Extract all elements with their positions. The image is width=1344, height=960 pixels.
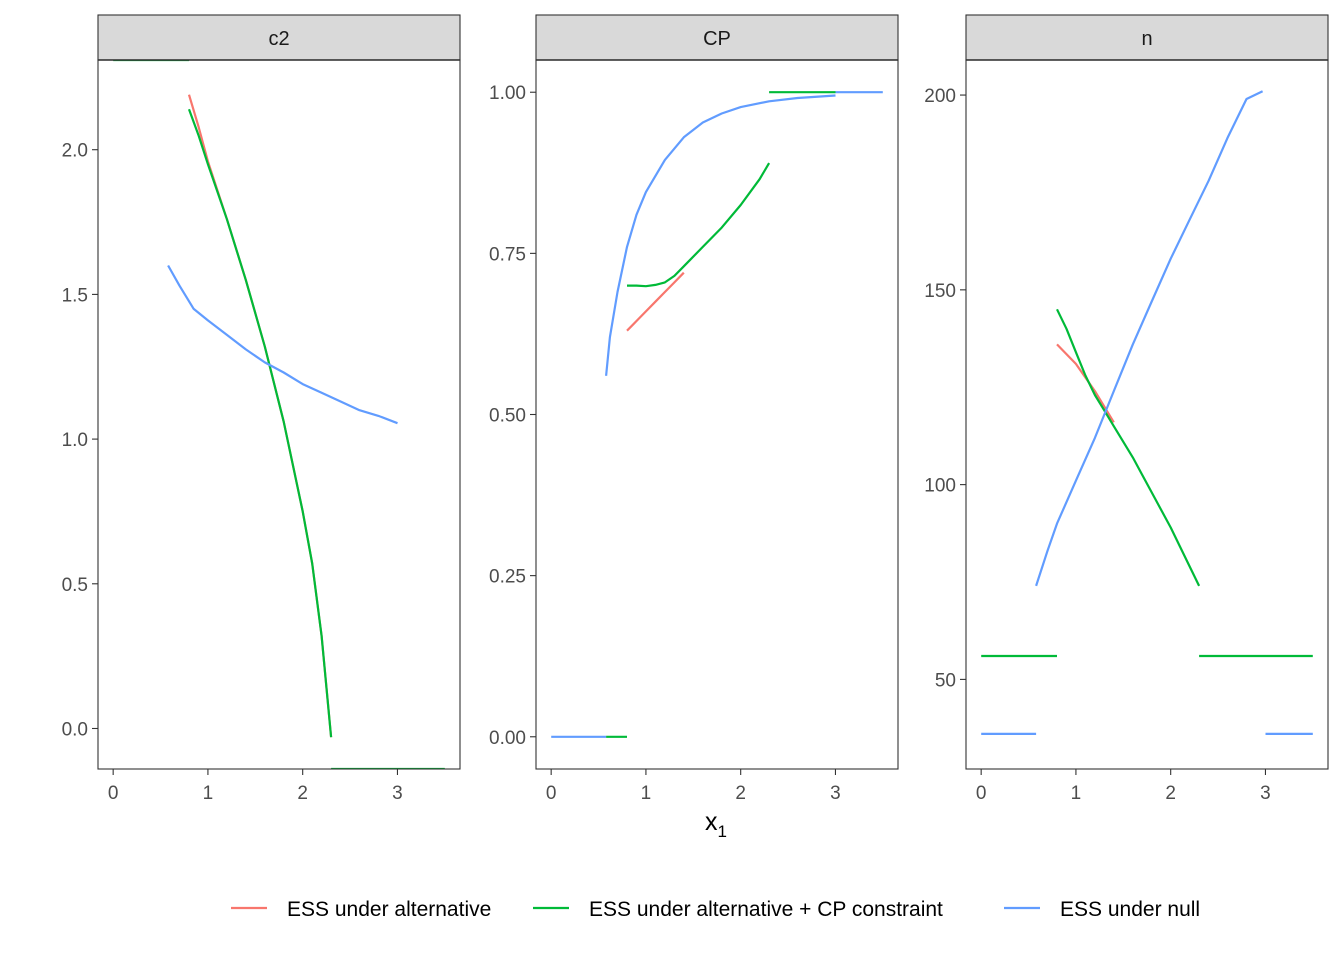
facet-strip [965, 14, 1329, 61]
y-tick-label: 0.0 [62, 719, 88, 740]
legend-label: ESS under null [1060, 898, 1200, 921]
series-line-ess-under-alternative-cp-constraint-seg1 [187, 108, 333, 738]
series-line-ess-under-alternative-cp-constraint-seg1 [627, 162, 771, 288]
series-group [551, 91, 883, 738]
y-tick-label: 0.5 [62, 575, 88, 596]
x-tick-label: 2 [297, 783, 308, 804]
panel-n: n 0 1 2 3 50 100 150 200 [924, 14, 1329, 804]
chart-panels: c2 0 1 2 3 0.0 0.5 1.0 1.5 2.0 CP 0 1 2 3 0.00 0.25 0.50 0… [62, 14, 1329, 804]
panel-background [966, 60, 1328, 769]
facet-strip [97, 14, 461, 61]
x-tick-label: 1 [641, 783, 652, 804]
facet-strip-label: CP [703, 28, 731, 50]
y-tick-label: 0.25 [489, 567, 526, 588]
x-tick-label: 3 [1260, 783, 1271, 804]
series-group [981, 90, 1313, 736]
facet-strip-label: n [1141, 28, 1152, 50]
y-tick-label: 1.0 [62, 430, 88, 451]
x-axis-title-main: x [705, 808, 718, 836]
x-tick-label: 2 [735, 783, 746, 804]
x-tick-label: 1 [203, 783, 214, 804]
legend-item-ess-under-alternative-cp-constraint: ESS under alternative + CP constraint [533, 898, 943, 921]
panel-c2: c2 0 1 2 3 0.0 0.5 1.0 1.5 2.0 [62, 14, 461, 804]
series-line-ess-under-null-seg1 [605, 94, 836, 376]
x-tick-label: 0 [546, 783, 557, 804]
x-axis-title: x1 [705, 808, 727, 841]
y-tick-label: 200 [924, 86, 956, 107]
y-tick-label: 2.0 [62, 141, 88, 162]
y-tick-label: 0.75 [489, 244, 526, 265]
x-tick-label: 3 [392, 783, 403, 804]
legend-label: ESS under alternative [287, 898, 491, 921]
x-tick-label: 1 [1071, 783, 1082, 804]
panel-background [98, 60, 460, 769]
y-tick-label: 1.00 [489, 83, 526, 104]
x-tick-label: 0 [108, 783, 119, 804]
series-group [113, 60, 445, 769]
y-tick-label: 0.50 [489, 406, 526, 427]
legend: ESS under alternative ESS under alternati… [231, 898, 1200, 921]
legend-item-ess-under-null: ESS under null [1004, 898, 1200, 921]
y-tick-label: 150 [924, 281, 956, 302]
x-axis-title-subscript: 1 [718, 822, 727, 841]
legend-label: ESS under alternative + CP constraint [589, 898, 943, 921]
x-tick-label: 2 [1165, 783, 1176, 804]
y-tick-label: 1.5 [62, 285, 88, 306]
legend-item-ess-under-alternative: ESS under alternative [231, 898, 491, 921]
x-tick-label: 3 [830, 783, 841, 804]
series-line-ess-under-null-seg1 [1035, 90, 1264, 587]
x-tick-label: 0 [976, 783, 987, 804]
series-line-ess-under-null-seg0 [167, 264, 398, 425]
panel-background [536, 60, 898, 769]
panel-cp: CP 0 1 2 3 0.00 0.25 0.50 0.75 1.00 [489, 14, 899, 804]
y-tick-label: 50 [935, 670, 956, 691]
y-tick-label: 100 [924, 476, 956, 497]
series-line-ess-under-alternative-seg0 [626, 271, 685, 332]
y-tick-label: 0.00 [489, 728, 526, 749]
series-line-ess-under-alternative-cp-constraint-seg1 [1056, 308, 1201, 587]
facet-strip-label: c2 [268, 28, 289, 50]
